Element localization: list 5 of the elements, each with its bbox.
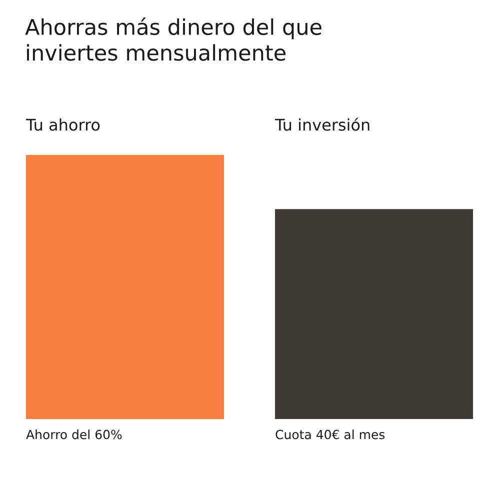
chart-title: Ahorras más dinero del que inviertes mensualmente — [25, 18, 322, 61]
x-tick-label: Tu ahorro — [26, 118, 100, 131]
text: Ahorro del 60% — [26, 430, 122, 440]
x-tick-label: Tu inversión — [274, 118, 370, 131]
text: Cuota 40€ al mes — [276, 430, 385, 440]
